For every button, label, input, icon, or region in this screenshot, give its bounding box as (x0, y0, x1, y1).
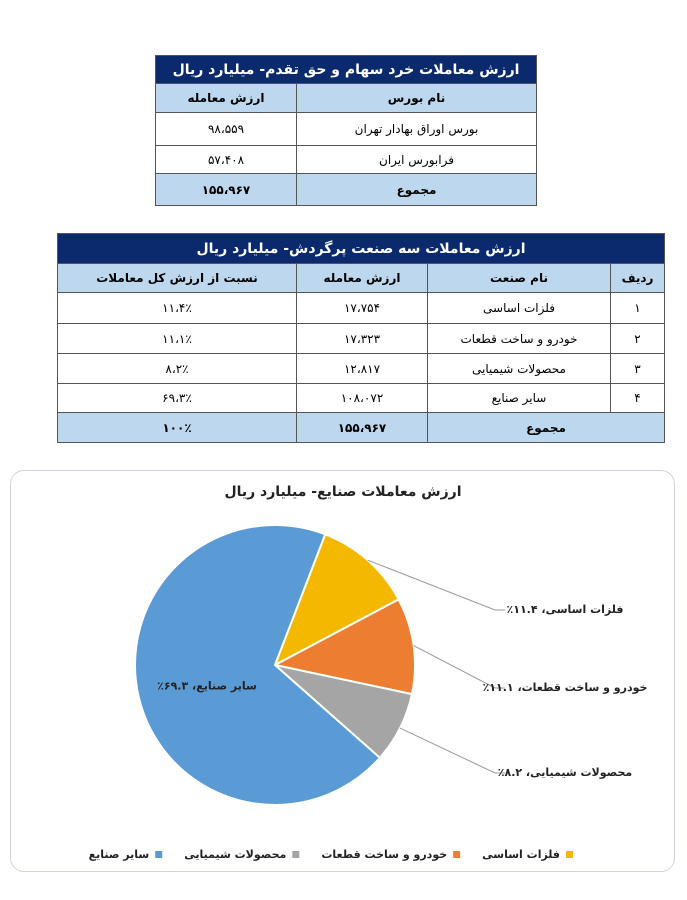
data-label: فلزات اساسی، ۱۱.۴٪ (507, 603, 624, 616)
cell: ۱۷،۷۵۴ (296, 292, 428, 324)
cell: ۴ (610, 383, 665, 413)
legend-label: خودرو و ساخت قطعات (321, 848, 447, 861)
total-cell: مجموع (427, 412, 665, 443)
pie-slice (134, 524, 382, 806)
legend-label: فلزات اساسی (482, 848, 560, 861)
cell: بورس اوراق بهادار تهران (296, 112, 537, 146)
leader-line (367, 559, 505, 611)
data-label: خودرو و ساخت قطعات، ۱۱.۱٪ (483, 681, 648, 694)
exchange-table: ارزش معاملات خرد سهام و حق تقدم- میلیارد… (155, 55, 537, 206)
table-title: ارزش معاملات سه صنعت پرگردش- میلیارد ریا… (57, 233, 665, 264)
legend-label: محصولات شیمیایی (184, 848, 286, 861)
table-title: ارزش معاملات خرد سهام و حق تقدم- میلیارد… (155, 55, 537, 84)
header-cell: ارزش معامله (296, 263, 428, 293)
cell: ۱۰۸،۰۷۲ (296, 383, 428, 413)
cell: ۸،۲٪ (57, 353, 297, 384)
cell: ۹۸،۵۵۹ (155, 112, 297, 146)
header-cell: نسبت از ارزش کل معاملات (57, 263, 297, 293)
cell: ۱۷،۳۲۳ (296, 323, 428, 354)
total-cell: ۱۰۰٪ (57, 412, 297, 443)
cell: ۱ (610, 292, 665, 324)
total-cell: مجموع (296, 173, 537, 206)
legend-swatch (453, 851, 461, 858)
leader-line (413, 645, 505, 689)
cell: محصولات شیمیایی (427, 353, 611, 384)
legend-swatch (566, 851, 573, 858)
legend-swatch (155, 851, 163, 858)
data-label: محصولات شیمیایی، ۸.۲٪ (498, 766, 632, 779)
header-cell: ردیف (610, 263, 665, 293)
cell: فرابورس ایران (296, 145, 537, 174)
legend-label: سایر صنایع (89, 848, 150, 861)
total-cell: ۱۵۵،۹۶۷ (296, 412, 428, 443)
leader-line (399, 727, 505, 774)
cell: ۳ (610, 353, 665, 384)
legend-swatch (292, 851, 300, 858)
industry-table: ارزش معاملات سه صنعت پرگردش- میلیارد ریا… (57, 233, 665, 443)
header-cell: نام صنعت (427, 263, 611, 293)
chart-title: ارزش معاملات صنایع- میلیارد ریال (224, 484, 461, 500)
total-cell: ۱۵۵،۹۶۷ (155, 173, 297, 206)
data-label: سایر صنایع، ۶۹.۳٪ (157, 680, 257, 693)
pie-slice (273, 533, 401, 668)
chart-frame (10, 470, 675, 872)
